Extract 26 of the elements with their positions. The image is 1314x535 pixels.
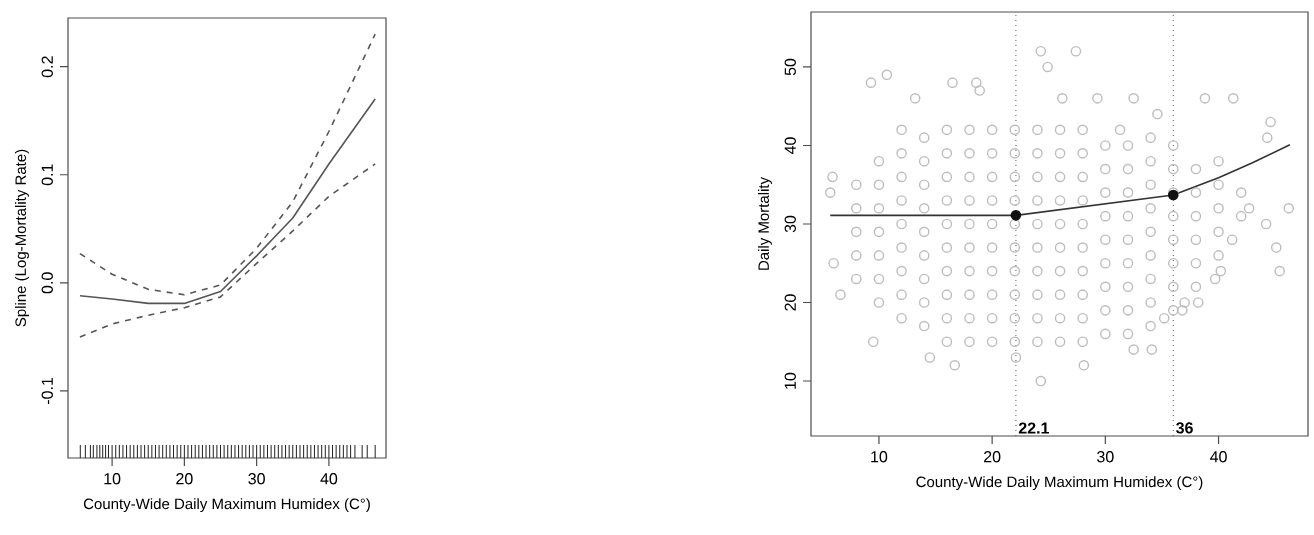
x-tick-label: 30	[248, 473, 265, 485]
y-tick-label: -0.1	[41, 377, 53, 405]
y-tick-label: 40	[784, 137, 796, 154]
x-axis-title: County-Wide Daily Maximum Humidex (C°)	[83, 498, 370, 513]
line-series	[79, 33, 376, 296]
line-series	[79, 163, 376, 338]
y-tick-label: 0.2	[41, 56, 53, 78]
y-axis-title: Spline (Log-Mortality Rate)	[14, 149, 29, 327]
x-tick-label: 20	[984, 451, 1001, 463]
x-tick-label: 30	[1097, 451, 1114, 463]
x-axis-title: County-Wide Daily Maximum Humidex (C°)	[916, 476, 1203, 491]
y-tick-label: 0.1	[41, 164, 53, 186]
line-series	[79, 98, 376, 305]
ref-line-label: 22.1	[1018, 422, 1049, 434]
y-tick-label: 20	[784, 294, 796, 311]
x-tick-label: 40	[1210, 451, 1227, 463]
x-tick-label: 10	[104, 473, 121, 485]
x-tick-label: 40	[320, 473, 338, 485]
x-tick-label: 20	[176, 473, 193, 485]
y-tick-label: 50	[784, 58, 796, 76]
y-tick-label: 30	[784, 215, 796, 233]
y-tick-label: 0.0	[41, 272, 53, 294]
ref-line-label: 36	[1176, 422, 1193, 434]
y-axis-title: Daily Mortality	[757, 176, 772, 270]
y-tick-label: 10	[784, 372, 796, 389]
x-tick-label: 10	[871, 451, 888, 463]
